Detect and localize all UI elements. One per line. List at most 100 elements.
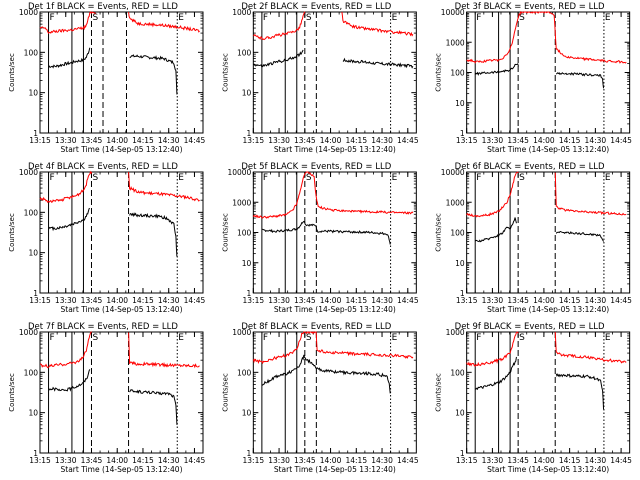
plot-frame xyxy=(39,171,204,294)
x-tick-label: 13:45 xyxy=(81,136,103,145)
y-tick-label: 1 xyxy=(460,129,465,138)
marker-label: S xyxy=(519,333,525,343)
x-tick-label: 13:15 xyxy=(29,296,51,305)
x-tick-label: 14:45 xyxy=(184,456,206,465)
y-tick-label: 1 xyxy=(33,289,38,298)
marker-label: E xyxy=(605,173,611,183)
x-tick-label: 13:30 xyxy=(55,296,77,305)
x-tick-label: 13:30 xyxy=(482,296,504,305)
x-tick-label: 13:30 xyxy=(55,136,77,145)
panel-title: Det 3f BLACK = Events, RED = LLD xyxy=(455,2,605,12)
y-tick-label: 1000 xyxy=(19,8,38,17)
y-tick-label: 100 xyxy=(24,208,39,217)
plot-frame xyxy=(252,11,417,134)
marker-label: E xyxy=(178,333,184,343)
x-tick-label: 14:30 xyxy=(585,456,607,465)
y-tick-label: 100 xyxy=(237,229,252,238)
series-events-line xyxy=(261,354,391,394)
marker-label: S xyxy=(92,13,98,23)
x-tick-label: 14:15 xyxy=(132,136,154,145)
y-axis-label: Counts/sec xyxy=(435,213,443,252)
x-tick-label: 14:30 xyxy=(371,296,393,305)
series-events-line xyxy=(252,49,304,68)
y-axis-label: Counts/sec xyxy=(221,213,229,252)
x-tick-label: 14:15 xyxy=(132,296,154,305)
x-tick-label: 14:15 xyxy=(345,456,367,465)
x-tick-label: 14:45 xyxy=(397,136,419,145)
marker-label: S xyxy=(306,333,312,343)
x-tick-label: 14:45 xyxy=(184,296,206,305)
y-tick-label: 1 xyxy=(247,449,252,458)
chart-panel-7: Det 7f BLACK = Events, RED = LLD 1 10 100 10… xyxy=(8,322,205,474)
x-axis-label: Start Time (14-Sep-05 13:12:40) xyxy=(487,145,609,154)
y-tick-label: 10 xyxy=(455,259,465,268)
x-tick-label: 14:15 xyxy=(559,136,581,145)
marker-label: S xyxy=(519,13,525,23)
y-tick-label: 10000 xyxy=(441,168,465,177)
x-axis-label: Start Time (14-Sep-05 13:12:40) xyxy=(274,465,396,474)
y-axis-label: Counts/sec xyxy=(221,373,229,412)
panel-title: Det 2f BLACK = Events, RED = LLD xyxy=(241,2,391,12)
series-lld-line xyxy=(128,171,200,202)
x-tick-label: 13:45 xyxy=(507,456,529,465)
y-tick-label: 10 xyxy=(28,249,38,258)
x-tick-label: 14:15 xyxy=(345,296,367,305)
marker-label: F xyxy=(263,173,268,183)
series-lld-line xyxy=(554,331,627,364)
marker-label: F xyxy=(263,13,268,23)
marker-label: E xyxy=(605,333,611,343)
x-axis-label: Start Time (14-Sep-05 13:12:40) xyxy=(487,465,609,474)
plot-frame xyxy=(466,171,631,294)
x-tick-label: 14:30 xyxy=(158,456,180,465)
x-tick-label: 13:15 xyxy=(456,456,478,465)
series-events-line xyxy=(129,388,178,425)
y-axis-label: Counts/sec xyxy=(8,53,16,92)
marker-label: F xyxy=(476,333,481,343)
series-lld-line xyxy=(341,11,414,37)
x-axis-label: Start Time (14-Sep-05 13:12:40) xyxy=(274,145,396,154)
x-tick-label: 14:15 xyxy=(559,456,581,465)
chart-panel-6: Det 6f BLACK = Events, RED = LLD 1 10 100 10… xyxy=(435,162,632,314)
y-tick-label: 1 xyxy=(460,289,465,298)
series-events-line xyxy=(48,369,91,392)
x-tick-label: 13:15 xyxy=(456,136,478,145)
x-axis-label: Start Time (14-Sep-05 13:12:40) xyxy=(61,305,183,314)
y-axis-label: Counts/sec xyxy=(8,213,16,252)
x-tick-label: 13:15 xyxy=(456,296,478,305)
chart-panel-3: Det 3f BLACK = Events, RED = LLD 1 10 100 10… xyxy=(435,2,632,154)
y-tick-label: 1000 xyxy=(446,198,465,207)
x-tick-label: 14:00 xyxy=(320,456,342,465)
y-tick-label: 1 xyxy=(33,449,38,458)
series-lld-line xyxy=(466,10,627,64)
series-lld-line xyxy=(39,170,93,204)
marker-label: F xyxy=(50,13,55,23)
panel-title: Det 6f BLACK = Events, RED = LLD xyxy=(455,162,605,172)
marker-label: F xyxy=(50,173,55,183)
x-tick-label: 14:00 xyxy=(106,296,128,305)
y-tick-label: 10 xyxy=(28,409,38,418)
y-tick-label: 1 xyxy=(247,289,252,298)
series-lld-line xyxy=(40,331,92,369)
panel-title: Det 9f BLACK = Events, RED = LLD xyxy=(455,322,605,332)
x-tick-label: 13:30 xyxy=(268,136,290,145)
x-tick-label: 14:00 xyxy=(533,136,555,145)
x-tick-label: 14:45 xyxy=(397,456,419,465)
series-lld-line xyxy=(252,171,414,219)
x-tick-label: 14:30 xyxy=(371,136,393,145)
y-tick-label: 100 xyxy=(450,368,465,377)
series-lld-line xyxy=(466,331,519,367)
series-lld-line xyxy=(253,11,306,41)
series-events-line xyxy=(555,230,605,242)
plot-frame xyxy=(39,11,204,134)
plot-frame xyxy=(466,331,631,454)
marker-label: S xyxy=(306,173,312,183)
x-tick-label: 14:15 xyxy=(559,296,581,305)
y-tick-label: 1 xyxy=(247,129,252,138)
series-events-line xyxy=(474,217,517,243)
x-tick-label: 14:15 xyxy=(345,136,367,145)
x-tick-label: 13:15 xyxy=(243,456,265,465)
y-tick-label: 100 xyxy=(24,48,39,57)
y-tick-label: 1000 xyxy=(19,328,38,337)
panel-title: Det 4f BLACK = Events, RED = LLD xyxy=(28,162,178,172)
